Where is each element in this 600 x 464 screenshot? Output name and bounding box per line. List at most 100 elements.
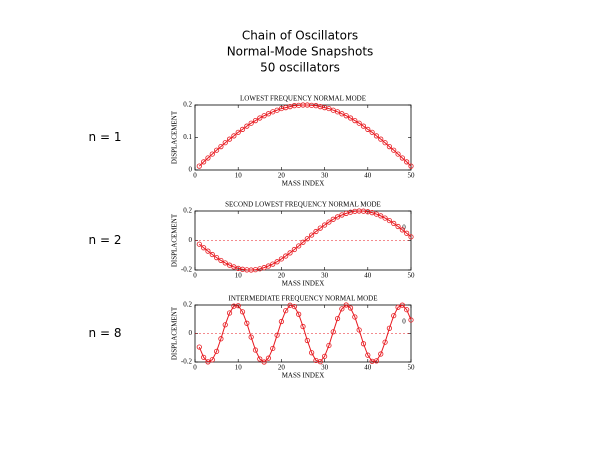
data-point <box>326 219 332 225</box>
data-point <box>248 334 254 340</box>
data-point <box>386 144 392 150</box>
data-point <box>334 214 341 220</box>
x-tick-label: 50 <box>408 272 416 280</box>
data-point <box>244 320 250 326</box>
data-point <box>235 303 241 309</box>
data-point <box>382 339 388 345</box>
data-point <box>205 359 211 365</box>
chart-title: LOWEST FREQUENCY NORMAL MODE <box>240 95 366 103</box>
mode-label: n = 2 <box>89 233 122 247</box>
data-point <box>408 163 414 169</box>
data-point <box>347 305 354 311</box>
data-point <box>373 211 380 217</box>
y-tick-label: 0.2 <box>183 207 192 215</box>
page-note: 50 oscillators <box>260 61 340 75</box>
series-line <box>198 104 412 167</box>
y-tick-label: 0.2 <box>183 101 192 109</box>
data-point <box>343 302 349 308</box>
data-point <box>317 359 323 365</box>
data-point <box>309 232 315 238</box>
data-point <box>313 228 319 235</box>
x-tick-label: 10 <box>235 364 243 372</box>
data-point <box>391 220 397 226</box>
x-tick-label: 30 <box>321 272 329 280</box>
x-tick-label: 40 <box>364 272 372 280</box>
x-tick-label: 50 <box>408 172 416 180</box>
x-tick-label: 20 <box>278 272 286 280</box>
y-tick-label: 0.2 <box>183 301 192 309</box>
data-point <box>386 325 392 331</box>
data-point <box>257 356 263 362</box>
y-tick-label: -0.2 <box>181 266 193 274</box>
data-point <box>304 337 310 344</box>
y-axis-label: DISPLACEMENT <box>171 213 179 267</box>
data-point <box>408 234 414 240</box>
data-point <box>395 151 401 157</box>
data-point <box>222 260 228 266</box>
data-point <box>330 107 336 113</box>
data-point <box>239 309 246 315</box>
data-point <box>231 133 237 139</box>
data-point <box>222 322 228 328</box>
data-point <box>196 241 202 247</box>
data-point <box>321 222 328 228</box>
x-tick-label: 0 <box>193 272 197 280</box>
x-tick-label: 40 <box>364 172 372 180</box>
data-point <box>265 263 272 269</box>
data-point <box>404 159 410 165</box>
data-point <box>201 245 207 251</box>
data-point <box>201 159 207 165</box>
x-tick-label: 0 <box>193 364 197 372</box>
x-tick-label: 50 <box>408 364 416 372</box>
data-point <box>205 248 211 254</box>
data-point <box>218 257 224 264</box>
data-point <box>352 118 358 124</box>
data-point <box>391 313 397 319</box>
data-point <box>343 113 349 119</box>
page-subtitle: Normal-Mode Snapshots <box>227 45 374 59</box>
data-point <box>270 345 276 352</box>
data-point <box>270 109 276 115</box>
data-point <box>378 136 384 142</box>
y-axis-label: DISPLACEMENT <box>171 110 179 164</box>
x-tick-label: 40 <box>364 364 372 372</box>
data-point <box>239 126 246 132</box>
annotation: 0 <box>402 224 406 232</box>
y-tick-label: 0 <box>189 166 193 174</box>
data-point <box>274 259 280 265</box>
data-point <box>395 223 401 230</box>
data-point <box>378 351 384 357</box>
data-point <box>339 111 345 117</box>
y-tick-label: -0.2 <box>181 358 193 366</box>
data-point <box>404 230 410 236</box>
data-point <box>261 113 267 119</box>
data-point <box>378 213 384 219</box>
data-point <box>356 327 362 333</box>
data-point <box>360 123 367 129</box>
page-title: Chain of Oscillators <box>242 29 358 43</box>
data-point <box>222 140 228 146</box>
data-point <box>226 262 233 268</box>
x-axis-label: MASS INDEX <box>282 180 325 188</box>
data-point <box>226 136 233 142</box>
x-tick-label: 30 <box>321 364 329 372</box>
data-point <box>291 303 297 310</box>
data-point <box>261 359 267 365</box>
data-point <box>365 126 371 132</box>
x-axis-label: MASS INDEX <box>282 372 325 380</box>
data-point <box>214 147 220 153</box>
mode-label: n = 8 <box>89 326 122 340</box>
mode-label: n = 1 <box>89 130 122 144</box>
data-point <box>244 123 250 129</box>
x-tick-label: 10 <box>235 172 243 180</box>
x-tick-label: 30 <box>321 172 329 180</box>
data-point <box>209 357 215 363</box>
series-line <box>198 304 412 363</box>
data-point <box>395 304 401 310</box>
data-point <box>274 332 280 338</box>
data-point <box>278 256 284 262</box>
x-axis-label: MASS INDEX <box>282 280 325 288</box>
x-tick-label: 20 <box>278 172 286 180</box>
data-point <box>214 348 220 354</box>
